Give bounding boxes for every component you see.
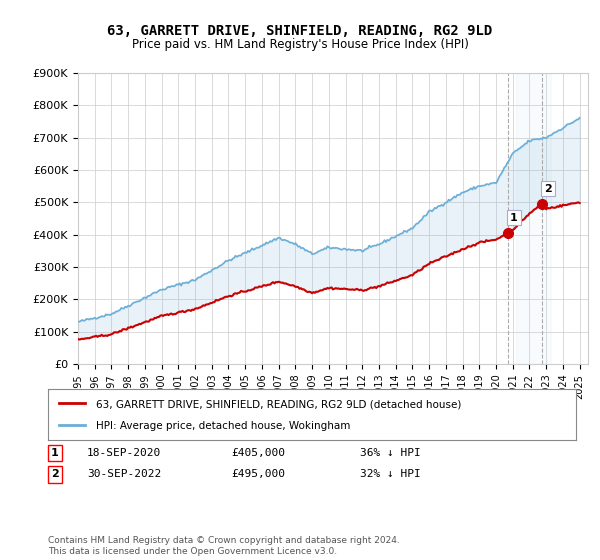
Text: 30-SEP-2022: 30-SEP-2022 <box>87 469 161 479</box>
Text: HPI: Average price, detached house, Wokingham: HPI: Average price, detached house, Woki… <box>95 422 350 432</box>
Text: 2: 2 <box>544 184 552 194</box>
Text: Price paid vs. HM Land Registry's House Price Index (HPI): Price paid vs. HM Land Registry's House … <box>131 38 469 51</box>
Text: £405,000: £405,000 <box>231 448 285 458</box>
Text: 2: 2 <box>51 469 59 479</box>
Text: 1: 1 <box>51 448 59 458</box>
Text: £495,000: £495,000 <box>231 469 285 479</box>
Text: 32% ↓ HPI: 32% ↓ HPI <box>360 469 421 479</box>
Text: 1: 1 <box>510 213 518 223</box>
Text: 63, GARRETT DRIVE, SHINFIELD, READING, RG2 9LD: 63, GARRETT DRIVE, SHINFIELD, READING, R… <box>107 24 493 38</box>
Text: 63, GARRETT DRIVE, SHINFIELD, READING, RG2 9LD (detached house): 63, GARRETT DRIVE, SHINFIELD, READING, R… <box>95 399 461 409</box>
Bar <box>516 73 551 364</box>
Text: Contains HM Land Registry data © Crown copyright and database right 2024.
This d: Contains HM Land Registry data © Crown c… <box>48 536 400 556</box>
Text: 18-SEP-2020: 18-SEP-2020 <box>87 448 161 458</box>
Text: 36% ↓ HPI: 36% ↓ HPI <box>360 448 421 458</box>
